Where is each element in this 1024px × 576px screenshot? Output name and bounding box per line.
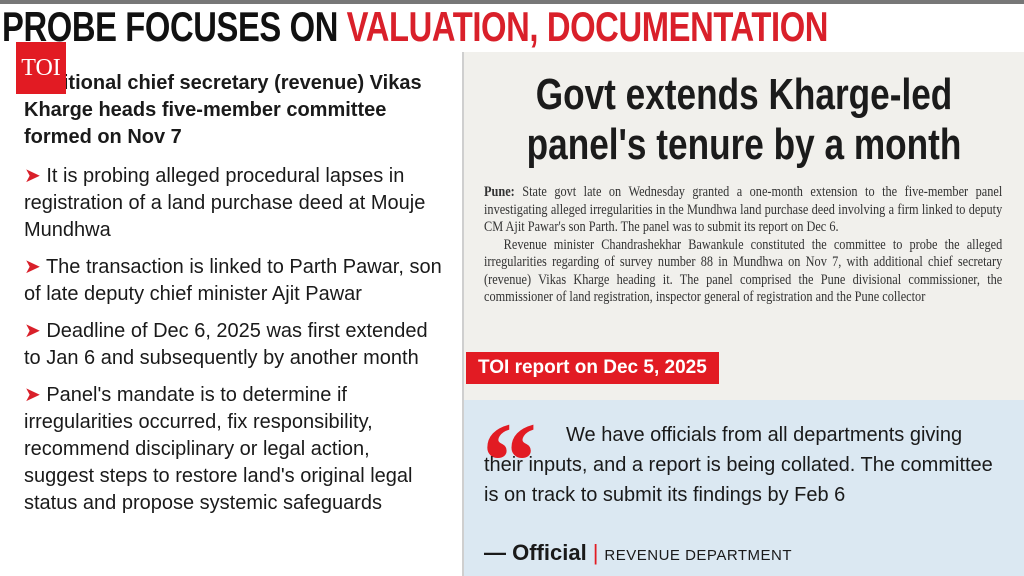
logo: TOI: [16, 42, 66, 94]
headline-black: PROBE FOCUSES ON: [2, 3, 338, 50]
quote-mark: “: [482, 400, 537, 522]
dateline: Pune:: [484, 184, 515, 200]
bullet: The transaction is linked to Parth Pawar…: [24, 254, 444, 308]
clipping-body: Pune: State govt late on Wednesday grant…: [484, 184, 1002, 400]
paragraph: Pune: State govt late on Wednesday grant…: [484, 184, 1002, 237]
quote-text: We have officials from all departments g…: [484, 424, 993, 506]
quote-box: “ We have officials from all departments…: [464, 400, 1024, 576]
quote-source: — Official: [484, 540, 587, 565]
separator: |: [592, 540, 599, 565]
bullet: Deadline of Dec 6, 2025 was first extend…: [24, 318, 444, 372]
headline: PROBE FOCUSES ON VALUATION, DOCUMENTATIO…: [2, 6, 828, 48]
left-column: Additional chief secretary (revenue) Vik…: [24, 70, 444, 527]
source-label: TOI report on Dec 5, 2025: [466, 352, 719, 384]
attribution: — Official | REVENUE DEPARTMENT: [484, 540, 792, 566]
paragraph: Revenue minister Chandrashekhar Bawankul…: [484, 236, 1003, 306]
headline-red: VALUATION, DOCUMENTATION: [346, 3, 829, 50]
intro: Additional chief secretary (revenue) Vik…: [24, 72, 422, 148]
clipping-headline: Govt extends Kharge-led panel's tenure b…: [526, 70, 962, 169]
bullet: Panel's mandate is to determine if irreg…: [24, 382, 444, 517]
paragraph-text: State govt late on Wednesday granted a o…: [484, 184, 1003, 235]
clipping: Govt extends Kharge-led panel's tenure b…: [462, 52, 1024, 576]
top-rule: [0, 0, 1024, 4]
bullet: It is probing alleged procedural lapses …: [24, 163, 444, 244]
quote-department: REVENUE DEPARTMENT: [604, 547, 793, 564]
